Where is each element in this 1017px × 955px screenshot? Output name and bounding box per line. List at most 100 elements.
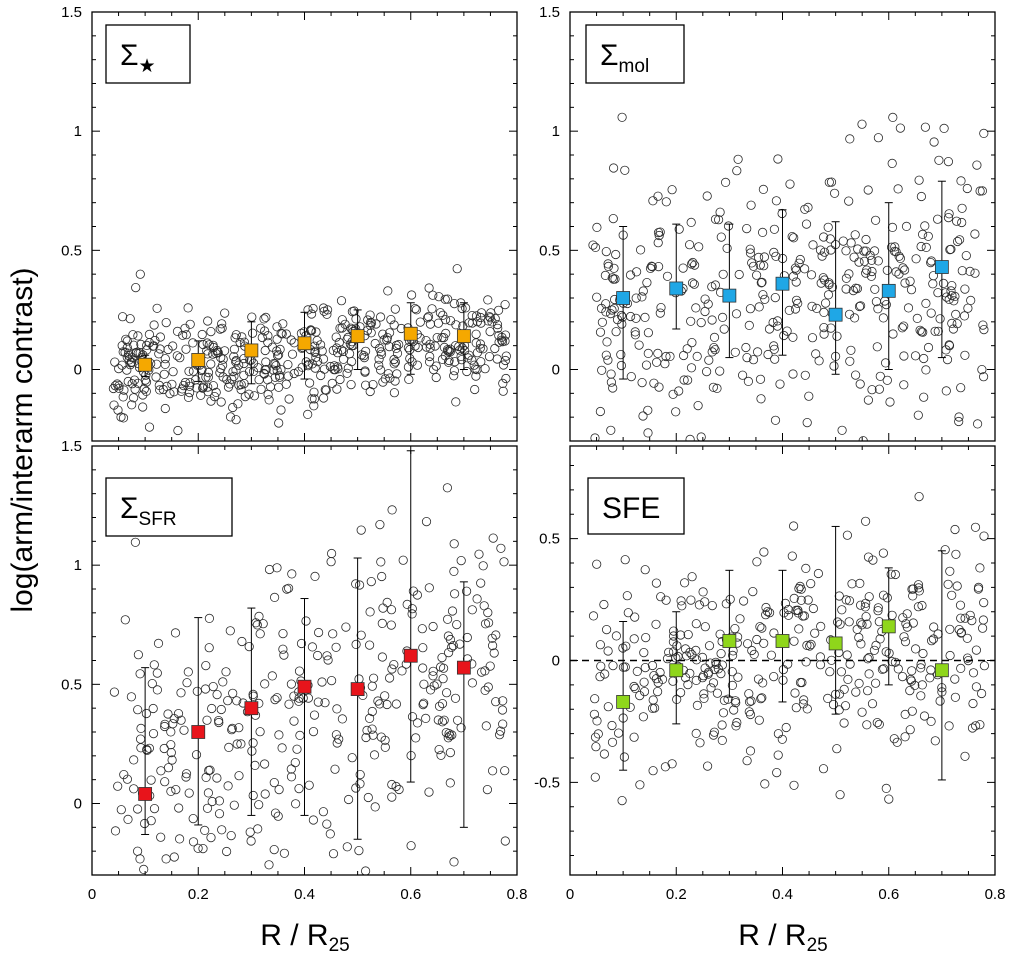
- panel-label-box: [585, 24, 685, 84]
- scatter-point: [245, 827, 255, 837]
- scatter-point: [304, 780, 314, 790]
- scatter-point: [977, 623, 988, 633]
- scatter-point: [973, 584, 984, 594]
- scatter-point: [790, 304, 801, 314]
- scatter-point: [691, 303, 701, 313]
- scatter-point: [281, 379, 291, 389]
- scatter-point: [421, 516, 432, 527]
- scatter-point: [284, 699, 294, 709]
- scatter-point: [687, 278, 698, 288]
- scatter-point: [707, 282, 717, 292]
- scatter-point: [873, 603, 883, 613]
- scatter-point: [655, 308, 665, 318]
- scatter-point: [214, 717, 224, 728]
- scatter-point: [270, 359, 280, 369]
- scatter-point: [839, 718, 849, 728]
- scatter-point: [367, 681, 377, 691]
- scatter-point: [449, 371, 459, 381]
- scatter-point: [318, 393, 329, 403]
- scatter-point: [114, 381, 124, 391]
- scatter-point: [391, 781, 401, 792]
- scatter-point: [154, 349, 164, 359]
- scatter-point: [960, 284, 970, 294]
- scatter-point: [676, 596, 686, 606]
- scatter-point: [761, 602, 771, 613]
- scatter-point: [748, 355, 759, 365]
- scatter-point: [911, 254, 921, 264]
- scatter-point: [407, 609, 417, 619]
- scatter-point: [363, 792, 373, 803]
- scatter-point: [818, 764, 829, 774]
- scatter-point: [150, 335, 160, 346]
- scatter-point: [122, 336, 132, 346]
- scatter-point: [361, 732, 371, 743]
- scatter-point: [599, 599, 609, 610]
- scatter-point: [608, 214, 618, 224]
- scatter-point: [175, 834, 185, 844]
- scatter-point: [637, 377, 647, 388]
- scatter-point: [700, 597, 710, 607]
- scatter-point: [125, 314, 135, 324]
- scatter-point: [374, 360, 384, 370]
- panel-sfr: 0 0.2 0.4 0.6 0.8 0 0.5 1 1.5 ΣSFR: [61, 438, 527, 903]
- scatter-point: [862, 265, 872, 275]
- scatter-point: [905, 276, 915, 286]
- scatter-point: [322, 819, 332, 829]
- scatter-point: [129, 755, 139, 765]
- scatter-point: [975, 563, 985, 573]
- scatter-point: [167, 755, 177, 765]
- scatter-point: [220, 346, 230, 356]
- scatter-point: [878, 548, 889, 558]
- scatter-point: [213, 347, 223, 358]
- scatter-point: [421, 713, 431, 724]
- scatter-point: [867, 385, 877, 395]
- scatter-point: [197, 329, 207, 340]
- scatter-point: [957, 217, 967, 228]
- scatter-point: [330, 764, 340, 774]
- scatter-point: [745, 304, 756, 314]
- scatter-point: [320, 385, 330, 395]
- scatter-point: [913, 583, 924, 593]
- scatter-point: [201, 372, 211, 382]
- scatter-point: [113, 781, 123, 791]
- scatter-point: [899, 632, 909, 642]
- scatter-point: [294, 696, 304, 706]
- scatter-point: [674, 224, 684, 234]
- scatter-point: [263, 337, 273, 347]
- scatter-point: [719, 695, 730, 706]
- scatter-point: [770, 292, 780, 303]
- y-tick-label: 0: [552, 653, 560, 670]
- scatter-point: [915, 325, 925, 335]
- scatter-point: [772, 321, 783, 331]
- scatter-point: [432, 332, 442, 343]
- scatter-point: [679, 375, 689, 385]
- scatter-point: [846, 238, 856, 248]
- scatter-point: [757, 227, 768, 237]
- scatter-point: [978, 372, 989, 382]
- scatter-point: [260, 789, 270, 799]
- scatter-point: [148, 728, 159, 739]
- scatter-point: [199, 381, 209, 391]
- scatter-point: [203, 382, 213, 392]
- scatter-point: [591, 742, 601, 752]
- scatter-point: [191, 375, 201, 385]
- scatter-point: [705, 658, 715, 668]
- scatter-point: [204, 340, 214, 350]
- scatter-point: [945, 245, 955, 255]
- scatter-point: [367, 706, 377, 717]
- scatter-point: [653, 191, 663, 201]
- scatter-point: [825, 234, 835, 244]
- scatter-point: [742, 224, 752, 234]
- scatter-point: [935, 314, 945, 324]
- scatter-point: [954, 235, 965, 245]
- scatter-point: [364, 640, 375, 650]
- scatter-point: [417, 624, 427, 634]
- scatter-point: [592, 292, 602, 302]
- scatter-point: [290, 799, 301, 809]
- scatter-point: [411, 305, 422, 315]
- scatter-point: [153, 638, 164, 649]
- scatter-point: [832, 617, 843, 627]
- scatter-point: [857, 707, 867, 717]
- scatter-point: [439, 715, 449, 725]
- scatter-point: [379, 335, 389, 345]
